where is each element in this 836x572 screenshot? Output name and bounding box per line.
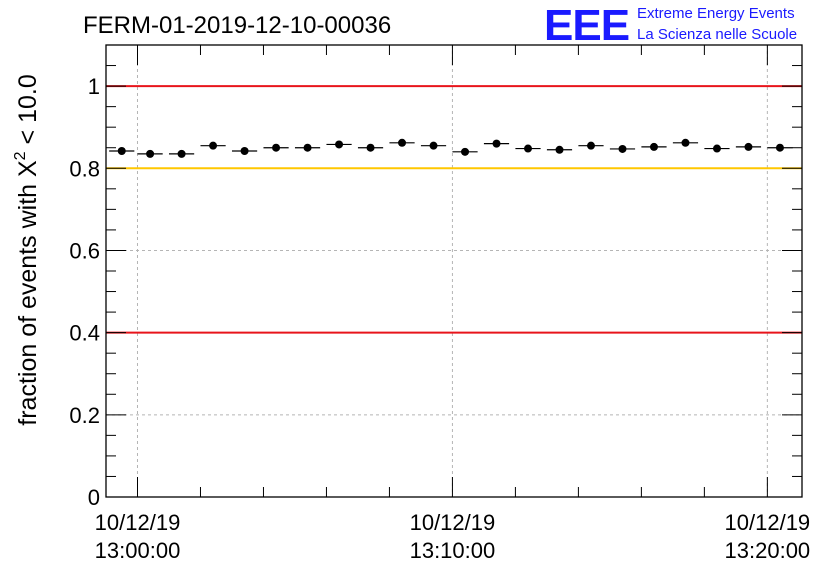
data-point	[704, 144, 730, 153]
data-point	[452, 147, 478, 156]
data-point-marker	[429, 141, 438, 150]
data-point-marker	[146, 149, 155, 158]
data-point	[294, 143, 321, 152]
grid-lines	[106, 45, 802, 497]
data-point-marker	[240, 147, 249, 156]
eee-logo-line2: La Scienza nelle Scuole	[637, 26, 797, 43]
data-point-marker	[555, 145, 564, 154]
data-point	[767, 143, 793, 152]
data-point	[326, 140, 352, 149]
eee-logo-line1: Extreme Energy Events	[637, 5, 795, 22]
data-points	[109, 138, 793, 158]
data-point	[672, 138, 699, 147]
x-tick-label-date: 10/12/19	[725, 510, 811, 535]
y-tick-label: 1	[88, 74, 100, 99]
data-point-marker	[618, 144, 627, 153]
y-tick-label: 0.8	[69, 156, 100, 181]
y-tick-label: 0.4	[69, 321, 100, 346]
data-point	[515, 144, 541, 153]
y-tick-label: 0.6	[69, 238, 100, 263]
data-point-marker	[461, 147, 470, 156]
data-point-marker	[117, 147, 126, 156]
data-point	[546, 145, 573, 154]
x-tick-label-time: 13:00:00	[95, 538, 181, 563]
data-point	[420, 141, 447, 150]
data-point	[137, 149, 163, 158]
x-axis-ticks: 10/12/19 13:00:00 10/12/19 13:10:00 10/12/19…	[95, 45, 811, 563]
x-tick-label-date: 10/12/19	[410, 510, 496, 535]
data-point-marker	[681, 138, 690, 147]
data-point-marker	[492, 139, 501, 148]
data-point-marker	[586, 141, 595, 150]
plot-frame	[105, 44, 803, 498]
y-axis-ticks: 0 0.2 0.4 0.6 0.8 1	[69, 44, 802, 510]
data-point	[735, 142, 762, 151]
data-point-marker	[649, 142, 658, 151]
y-axis-label: fraction of events with X2 < 10.0	[12, 74, 42, 425]
data-point-marker	[335, 140, 344, 149]
y-tick-label: 0.2	[69, 403, 100, 428]
data-point	[263, 143, 289, 152]
data-point	[231, 147, 258, 156]
y-tick-label: 0	[88, 485, 100, 510]
data-point-marker	[712, 144, 721, 153]
plot-area-border	[105, 44, 803, 498]
data-point	[200, 141, 226, 150]
eee-logo: EEE Extreme Energy Events La Scienza nel…	[544, 1, 797, 50]
reference-lines	[106, 85, 802, 334]
data-point	[168, 149, 195, 158]
x-tick-label-time: 13:10:00	[410, 538, 496, 563]
data-point-marker	[744, 142, 753, 151]
data-point	[609, 144, 636, 153]
data-point	[357, 143, 384, 152]
data-point	[389, 138, 415, 147]
data-point	[578, 141, 604, 150]
data-point-marker	[398, 138, 407, 147]
data-point-marker	[303, 143, 312, 152]
data-point-marker	[177, 149, 186, 158]
x-tick-label-date: 10/12/19	[95, 510, 181, 535]
data-point-marker	[366, 143, 375, 152]
chart-title: FERM-01-2019-12-10-00036	[83, 12, 391, 39]
data-point-marker	[524, 144, 533, 153]
eee-logo-mark: EEE	[544, 1, 629, 50]
x-tick-label-time: 13:20:00	[725, 538, 811, 563]
data-point-marker	[209, 141, 218, 150]
data-point	[483, 139, 510, 148]
data-point-marker	[775, 143, 784, 152]
data-point	[109, 147, 135, 156]
data-point	[641, 142, 667, 151]
data-point-marker	[272, 143, 281, 152]
